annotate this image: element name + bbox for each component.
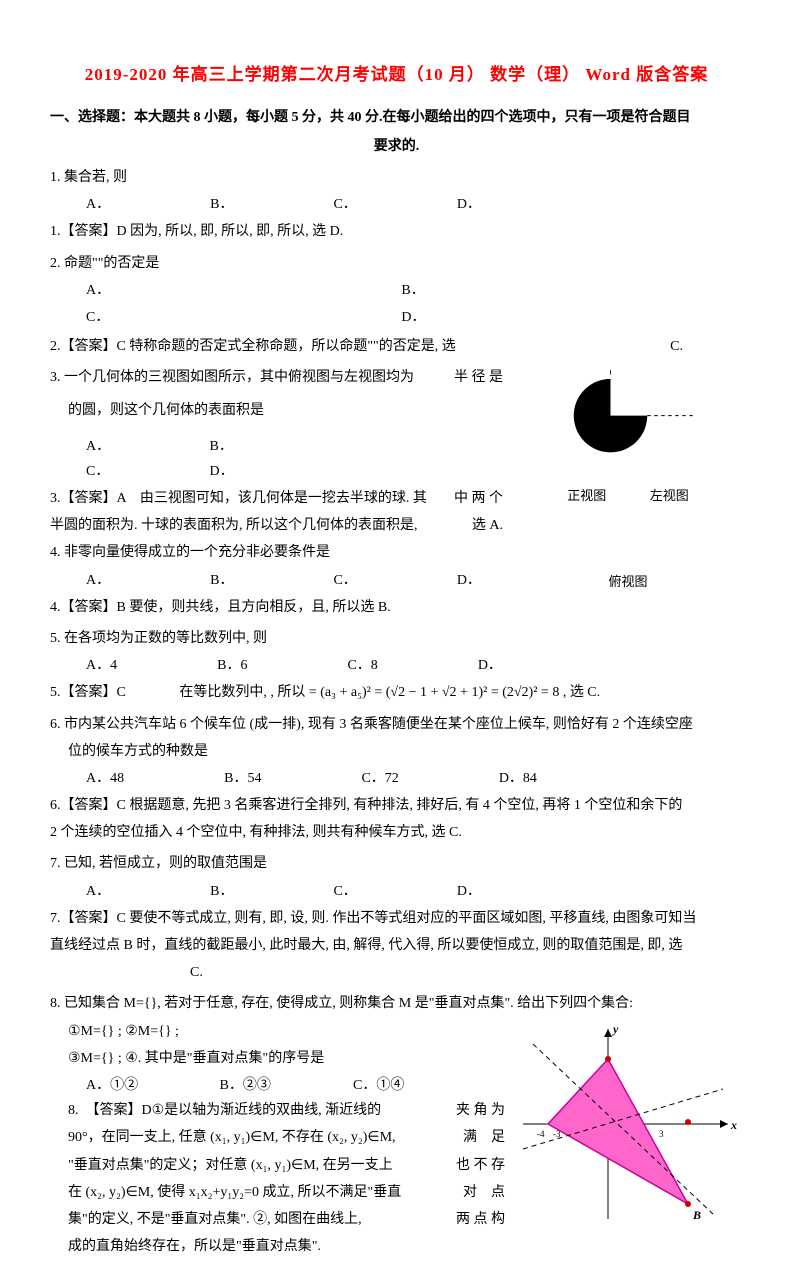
q3a-tail: 半 径 是 (454, 365, 503, 390)
svg-text:3: 3 (659, 1129, 664, 1139)
a2: 2.【答案】C 特称命题的否定式全称命题，所以命题""的否定是, 选 C. (50, 334, 743, 359)
a3b-text: 半圆的面积为. 十球的表面积为, 所以这个几何体的表面积是, (50, 518, 418, 533)
a8-l3a: "垂直对点集"的定义；对任意 (x₁, y₁)∈M, 在另一支上 (68, 1158, 393, 1173)
a1: 1.【答案】D 因为, 所以, 即, 所以, 即, 所以, 选 D. (50, 219, 743, 244)
q4-options: A． B． C． D． (50, 568, 503, 593)
q1-options: A． B． C． D． (50, 192, 743, 217)
q2-options: A． B． C． D． (50, 278, 743, 332)
a7c: C. (50, 960, 743, 985)
q3a-text: 3. 一个几何体的三视图如图所示，其中俯视图与左视图均为 (50, 370, 414, 385)
a6a: 6.【答案】C 根据题意, 先把 3 名乘客进行全排列, 有种排法, 排好后, … (50, 793, 743, 818)
a5-pre: 5.【答案】C (50, 685, 126, 700)
q7-options: A． B． C． D． (50, 879, 743, 904)
a8-l4b: 对 点 (463, 1180, 505, 1205)
graph-svg: x y O -4-3 -2-1 12 3 B (513, 1019, 743, 1229)
q6-options: A．48 B．54 C．72 D．84 (50, 766, 743, 791)
q2-opt-c: C． (86, 305, 401, 330)
svg-text:-4: -4 (537, 1129, 545, 1139)
q6-opt-c: C．72 (361, 766, 398, 791)
q6-opt-d: D．84 (499, 766, 537, 791)
a8-l5a: 集"的定义, 不是"垂直对点集". ②, 如图在曲线上, (68, 1212, 362, 1227)
a8-l2b: 满 足 (463, 1125, 505, 1150)
q6b: 位的候车方式的种数是 (50, 739, 743, 764)
a8-l4a: 在 (x₂, y₂)∈M, 使得 x₁x₂+y₁y₂=0 成立, 所以不满足"垂… (68, 1185, 401, 1200)
section-header: 一、选择题：本大题共 8 小题，每小题 5 分，共 40 分.在每小题给出的四个… (50, 105, 743, 130)
q5-options: A．4 B．6 C．8 D． (50, 653, 743, 678)
q5: 5. 在各项均为正数的等比数列中, 则 (50, 626, 743, 651)
q8-opt-c: C．①④ (353, 1073, 453, 1098)
a3a-text: 3.【答案】A 由三视图可知，该几何体是一挖去半球的球. 其 (50, 491, 427, 506)
left-view-label: 左视图 (650, 484, 689, 507)
a8-l1a: 8. 【答案】D①是以轴为渐近线的双曲线, 渐近线的 (68, 1103, 381, 1118)
q6-opt-b: B．54 (224, 766, 261, 791)
pie-icon (558, 365, 698, 475)
coordinate-graph: x y O -4-3 -2-1 12 3 B (513, 1019, 743, 1238)
q7: 7. 已知, 若恒成立，则的取值范围是 (50, 851, 743, 876)
svg-text:B: B (692, 1208, 701, 1222)
q2-opt-b: B． (401, 278, 716, 303)
a3b-tail: 选 A. (472, 513, 503, 538)
q3-opt-d: D． (210, 459, 330, 484)
q3-opt-a: A． (86, 434, 206, 459)
a2-text: 2.【答案】C 特称命题的否定式全称命题，所以命题""的否定是, 选 (50, 339, 456, 354)
q2-opt-a: A． (86, 278, 401, 303)
svg-text:x: x (730, 1118, 737, 1132)
q1-opt-c: C． (333, 192, 356, 217)
q7-opt-c: C． (333, 879, 356, 904)
a5: 5.【答案】C 在等比数列中, , 所以 = (a₃ + a₅)² = (√2 … (50, 680, 743, 705)
q3-opt-c: C． (86, 459, 206, 484)
q5-opt-c: C．8 (347, 653, 377, 678)
q8-opt-b: B．②③ (220, 1073, 350, 1098)
page-title: 2019-2020 年高三上学期第二次月考试题（10 月） 数学（理） Word… (50, 60, 743, 91)
q1-opt-a: A． (86, 192, 110, 217)
a8-l2a: 90°，在同一支上, 任意 (x₁, y₁)∈M, 不存在 (x₂, y₂)∈M… (68, 1130, 396, 1145)
a8-l1b: 夹 角 为 (456, 1098, 505, 1123)
a8-l6: 成的直角始终存在，所以是"垂直对点集". (50, 1234, 743, 1259)
q6a: 6. 市内某公共汽车站 6 个候车位 (成一排), 现有 3 名乘客随便坐在某个… (50, 712, 743, 737)
q1-opt-d: D． (457, 192, 481, 217)
q4-opt-c: C． (333, 568, 356, 593)
q5-opt-b: B．6 (217, 653, 247, 678)
q4-opt-d: D． (457, 568, 481, 593)
q4-opt-b: B． (210, 568, 233, 593)
a8-l5b: 两 点 构 (456, 1207, 505, 1232)
front-view-label: 正视图 (567, 484, 606, 507)
q1-opt-b: B． (210, 192, 233, 217)
q7-opt-b: B． (210, 879, 233, 904)
a3a-tail: 中 两 个 (454, 486, 503, 511)
q2-opt-d: D． (401, 305, 716, 330)
q5-opt-a: A．4 (86, 653, 117, 678)
q7-opt-d: D． (457, 879, 481, 904)
a2-choice: C. (670, 334, 743, 359)
section-req: 要求的. (50, 134, 743, 159)
q3-opt-b: B． (210, 434, 330, 459)
svg-text:y: y (611, 1022, 619, 1036)
q8-opt-a: A．①② (86, 1073, 216, 1098)
a7b: 直线经过点 B 时，直线的截距最小, 此时最大, 由, 解得, 代入得, 所以要… (50, 933, 743, 958)
top-view-label: 俯视图 (608, 570, 647, 593)
q7-opt-a: A． (86, 879, 110, 904)
q8a: 8. 已知集合 M={}, 若对于任意, 存在, 使得成立, 则称集合 M 是"… (50, 991, 743, 1016)
a5-formula: = (a₃ + a₅)² = (√2 − 1 + √2 + 1)² = (2√2… (309, 685, 600, 700)
a5-mid: 在等比数列中, , 所以 (179, 685, 305, 700)
q2: 2. 命题""的否定是 (50, 251, 743, 276)
a6b: 2 个连续的空位插入 4 个空位中, 有种排法, 则共有种候车方式, 选 C. (50, 820, 743, 845)
three-view-diagram: 正视图 左视图 俯视图 (513, 365, 743, 595)
a8-l3b: 也 不 存 (456, 1153, 505, 1178)
q6-opt-a: A．48 (86, 766, 124, 791)
a7a: 7.【答案】C 要使不等式成立, 则有, 即, 设, 则. 作出不等式组对应的平… (50, 906, 743, 931)
q5-opt-d: D． (478, 653, 502, 678)
q1: 1. 集合若, 则 (50, 165, 743, 190)
q4-opt-a: A． (86, 568, 110, 593)
a4: 4.【答案】B 要使，则共线，且方向相反，且, 所以选 B. (50, 595, 743, 620)
